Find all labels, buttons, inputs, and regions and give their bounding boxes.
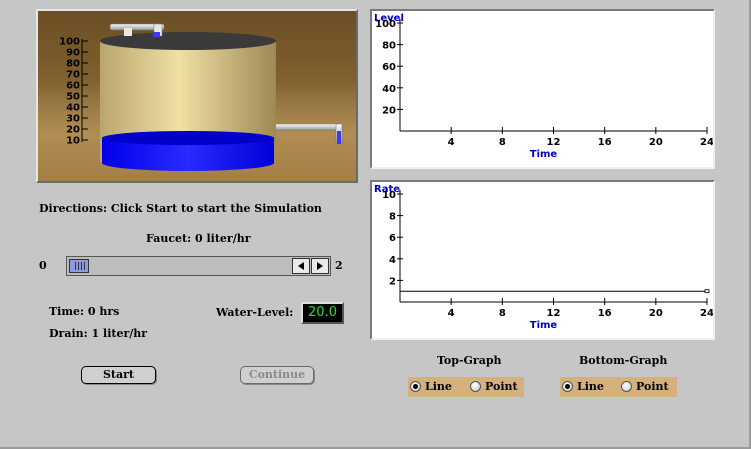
time-label: Time: 0 hrs: [49, 305, 120, 318]
tank-scale-label: 20: [66, 125, 80, 136]
chart-y-tick-label: 8: [389, 212, 396, 223]
chart-x-tick-label: 4: [448, 137, 455, 148]
chart-y-tick-label: 40: [382, 84, 396, 95]
chart-x-tick-label: 16: [598, 308, 612, 319]
slider-left-button[interactable]: [292, 258, 310, 274]
chart-y-tick-label: 80: [382, 41, 396, 52]
slider-right-button[interactable]: [311, 258, 329, 274]
chart-x-tick-label: 20: [649, 308, 663, 319]
radio-unselected-icon: [470, 381, 481, 392]
chart-y-tick-label: 20: [382, 105, 396, 116]
chart-x-tick-label: 12: [547, 308, 561, 319]
level-chart: Level 20 40 60 80 100 4 8 12 16 20 24 Time: [374, 13, 713, 160]
tank-scale-label: 10: [66, 136, 80, 147]
chart-x-tick-label: 8: [499, 308, 506, 319]
top-graph-title: Top-Graph: [437, 354, 502, 367]
tank-scale-label: 90: [66, 48, 80, 59]
radio-selected-icon: [410, 381, 421, 392]
drain-label: Drain: 1 liter/hr: [49, 327, 148, 340]
chart-x-tick-label: 8: [499, 137, 506, 148]
chart-ylabel: Level: [374, 13, 404, 24]
faucet-label: Faucet: 0 liter/hr: [146, 232, 251, 245]
bottom-graph-point-radio[interactable]: Point: [619, 377, 677, 397]
radio-unselected-icon: [621, 381, 632, 392]
start-button[interactable]: Start: [81, 366, 156, 384]
tank-scale-label: 40: [66, 103, 80, 114]
water-level-label: Water-Level:: [216, 306, 294, 319]
chart-xlabel: Time: [530, 320, 558, 331]
bottom-graph-line-radio[interactable]: Line: [560, 377, 616, 397]
bottom-graph-point-label: Point: [636, 380, 669, 393]
tank-scale-label: 100: [59, 37, 80, 48]
chart-xlabel: Time: [530, 149, 558, 160]
chart-x-tick-label: 20: [649, 137, 663, 148]
arrow-left-icon: [298, 262, 304, 270]
chart-ylabel: Rate: [374, 184, 400, 195]
chart-series-endpoint: [704, 289, 710, 294]
chart-x-tick-label: 4: [448, 308, 455, 319]
bottom-graph-title: Bottom-Graph: [579, 354, 668, 367]
tank-scale-label: 50: [66, 92, 80, 103]
chart-y-tick-label: 100: [375, 19, 396, 30]
faucet-max-label: 2: [335, 259, 343, 272]
top-graph-line-label: Line: [425, 380, 452, 393]
chart-y-tick-label: 60: [382, 62, 396, 73]
water-level-display: 20.0: [301, 302, 344, 324]
top-graph-point-label: Point: [485, 380, 518, 393]
tank-scene: 100 90 80 70 60 50 40 30 20 10: [36, 9, 358, 183]
tank-scale-label: 60: [66, 81, 80, 92]
level-graph: Level 20 40 60 80 100 4 8 12 16 20 24 Time: [370, 9, 715, 169]
rate-graph: Rate 2 4 6 8 10 4 8 12 16 20 24 Time: [370, 180, 715, 340]
tank-scale-label: 30: [66, 114, 80, 125]
chart-y-tick-label: 4: [389, 255, 396, 266]
radio-selected-icon: [562, 381, 573, 392]
top-graph-options: Line Point: [408, 377, 524, 397]
faucet-slider[interactable]: [66, 256, 331, 276]
top-graph-point-radio[interactable]: Point: [468, 377, 524, 397]
chart-x-tick-label: 12: [547, 137, 561, 148]
directions-text: Directions: Click Start to start the Sim…: [39, 202, 322, 215]
continue-button[interactable]: Continue: [240, 366, 314, 384]
chart-y-tick-label: 6: [389, 233, 396, 244]
tank-scale-label: 70: [66, 70, 80, 81]
bottom-graph-options: Line Point: [560, 377, 677, 397]
chart-x-tick-label: 24: [700, 137, 713, 148]
tank-scale-label: 80: [66, 59, 80, 70]
chart-x-tick-label: 16: [598, 137, 612, 148]
arrow-right-icon: [317, 262, 323, 270]
chart-y-tick-label: 10: [382, 190, 396, 201]
bottom-graph-line-label: Line: [577, 380, 604, 393]
faucet-min-label: 0: [39, 259, 47, 272]
chart-x-tick-label: 24: [700, 308, 713, 319]
faucet-slider-thumb[interactable]: [69, 259, 89, 273]
chart-y-tick-label: 2: [389, 276, 396, 287]
top-graph-line-radio[interactable]: Line: [408, 377, 466, 397]
